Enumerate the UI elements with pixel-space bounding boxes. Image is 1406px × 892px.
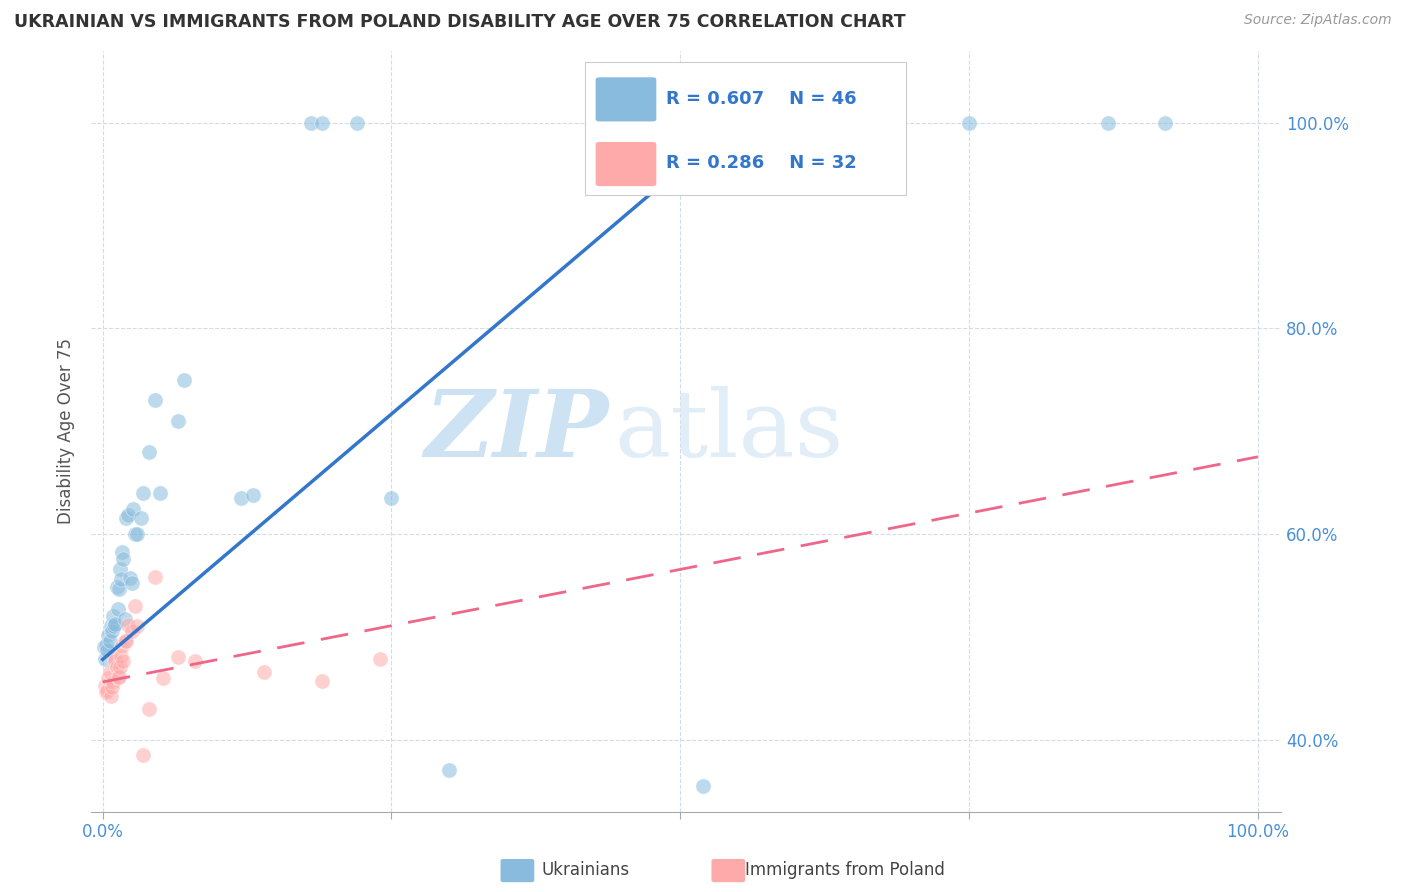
Point [111,639,134,653]
Point [94,652,117,666]
Point [110,572,132,586]
Point [101,675,124,690]
Text: Immigrants from Poland: Immigrants from Poland [745,861,945,879]
Point [120,571,142,585]
Point [439,764,461,778]
Point [692,779,714,793]
Point [138,444,160,458]
Point [253,665,276,679]
Point [184,654,207,668]
FancyBboxPatch shape [596,142,657,186]
FancyBboxPatch shape [585,62,907,195]
Point [107,602,129,616]
Text: Source: ZipAtlas.com: Source: ZipAtlas.com [1244,13,1392,28]
Text: Ukrainians: Ukrainians [541,861,630,879]
Point [166,650,188,665]
Point [97,671,120,685]
Point [129,511,152,525]
Point [117,618,139,632]
Point [1154,116,1177,130]
Point [101,624,124,638]
Point [112,654,135,668]
FancyBboxPatch shape [596,78,657,121]
Text: atlas: atlas [614,386,844,476]
Point [242,488,264,502]
Point [138,702,160,716]
Point [96,684,118,698]
Point [110,649,132,664]
Point [121,624,143,638]
Point [149,485,172,500]
Point [108,670,131,684]
Point [100,690,122,704]
Point [311,116,333,130]
Point [121,502,143,516]
Text: R = 0.286    N = 32: R = 0.286 N = 32 [666,154,856,172]
Point [114,633,136,648]
Point [957,116,980,130]
Point [143,570,166,584]
Text: R = 0.607    N = 46: R = 0.607 N = 46 [666,89,856,108]
Point [132,747,155,762]
Point [132,485,155,500]
Point [112,551,135,566]
Point [121,576,143,591]
Point [111,545,134,559]
Text: ZIP: ZIP [425,386,609,476]
Point [114,633,136,648]
Point [100,619,122,633]
Point [101,680,124,694]
Point [127,619,149,633]
Point [152,671,174,685]
Point [94,679,117,693]
Point [103,650,125,665]
Point [124,527,146,541]
Point [96,638,118,652]
Point [496,846,519,860]
Point [166,414,188,428]
Point [104,654,127,668]
Point [101,609,124,624]
Point [173,373,195,387]
Point [346,116,368,130]
Point [108,582,131,597]
Point [311,673,333,688]
Point [124,599,146,613]
Point [117,508,139,523]
Point [107,670,129,684]
Point [299,116,322,130]
Point [98,665,121,679]
Point [380,491,402,505]
Point [103,619,125,633]
Point [231,491,253,505]
Point [143,393,166,408]
Point [96,643,118,657]
Point [98,633,121,648]
Point [108,659,131,673]
Point [105,659,128,673]
Point [96,685,118,699]
Point [114,612,136,626]
Point [127,527,149,541]
Point [108,562,131,576]
Y-axis label: Disability Age Over 75: Disability Age Over 75 [58,338,75,524]
Point [104,617,127,632]
Point [1097,116,1119,130]
Point [93,640,115,654]
Point [97,628,120,642]
Point [105,580,128,594]
Text: UKRAINIAN VS IMMIGRANTS FROM POLAND DISABILITY AGE OVER 75 CORRELATION CHART: UKRAINIAN VS IMMIGRANTS FROM POLAND DISA… [14,13,905,31]
Point [114,511,136,525]
Point [368,652,391,666]
